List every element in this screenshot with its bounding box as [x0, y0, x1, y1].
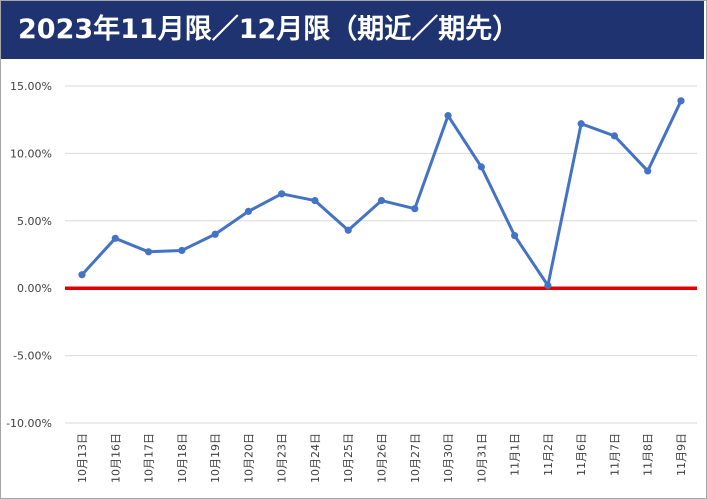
x-tick-label: 11月1日: [509, 433, 522, 476]
x-tick-label: 10月20日: [242, 433, 255, 483]
y-tick-label: -5.00%: [13, 350, 52, 363]
x-axis-tick-labels: 10月13日 10月16日 10月17日 10月18日 10月19日 10月20日 10月2…: [76, 433, 688, 483]
x-tick-label: 10月30日: [442, 433, 455, 483]
data-point: [111, 234, 119, 242]
data-point: [544, 281, 552, 290]
data-point: [78, 271, 86, 279]
y-tick-label: 0.00%: [17, 282, 52, 295]
x-tick-label: 10月23日: [276, 433, 289, 483]
x-tick-label: 10月17日: [143, 433, 156, 483]
gridlines: [65, 85, 697, 424]
x-tick-label: 11月8日: [642, 433, 655, 476]
data-point: [644, 167, 652, 175]
data-point: [511, 232, 519, 240]
data-point: [610, 132, 619, 140]
x-tick-label: 10月25日: [342, 433, 355, 483]
x-tick-label: 11月9日: [675, 433, 688, 476]
y-tick-label: 15.00%: [10, 80, 52, 93]
data-point: [577, 120, 585, 128]
data-point: [477, 163, 485, 171]
x-tick-label: 10月19日: [209, 433, 222, 483]
x-tick-label: 10月24日: [309, 433, 322, 483]
data-point: [377, 196, 386, 205]
data-point: [211, 230, 219, 238]
x-tick-label: 10月26日: [376, 433, 389, 483]
x-tick-label: 10月31日: [475, 433, 488, 483]
x-tick-label: 11月7日: [608, 433, 621, 476]
data-point: [278, 190, 286, 198]
data-point: [244, 207, 252, 215]
x-tick-label: 10月18日: [176, 433, 189, 483]
data-point: [144, 248, 153, 256]
series-polyline: [80, 99, 683, 288]
x-tick-label: 10月13日: [76, 433, 89, 483]
series-line: [80, 99, 683, 288]
y-axis-tick-labels: 15.00% 10.00% 5.00% 0.00% -5.00% -10.00%: [6, 80, 52, 430]
y-tick-label: 5.00%: [17, 215, 52, 228]
data-point: [411, 205, 419, 213]
data-point: [444, 112, 452, 120]
y-tick-label: 10.00%: [10, 147, 52, 160]
data-points: [78, 97, 685, 290]
data-point: [311, 196, 319, 205]
x-tick-label: 11月2日: [542, 433, 555, 476]
data-point: [677, 97, 685, 105]
x-tick-label: 11月6日: [575, 433, 588, 476]
x-tick-label: 10月27日: [409, 433, 422, 483]
y-tick-label: -10.00%: [6, 417, 52, 430]
x-tick-label: 10月16日: [109, 433, 122, 483]
data-point: [178, 246, 186, 255]
data-point: [344, 226, 352, 234]
chart-title: 2023年11月限／12月限（期近／期先）: [1, 1, 704, 59]
